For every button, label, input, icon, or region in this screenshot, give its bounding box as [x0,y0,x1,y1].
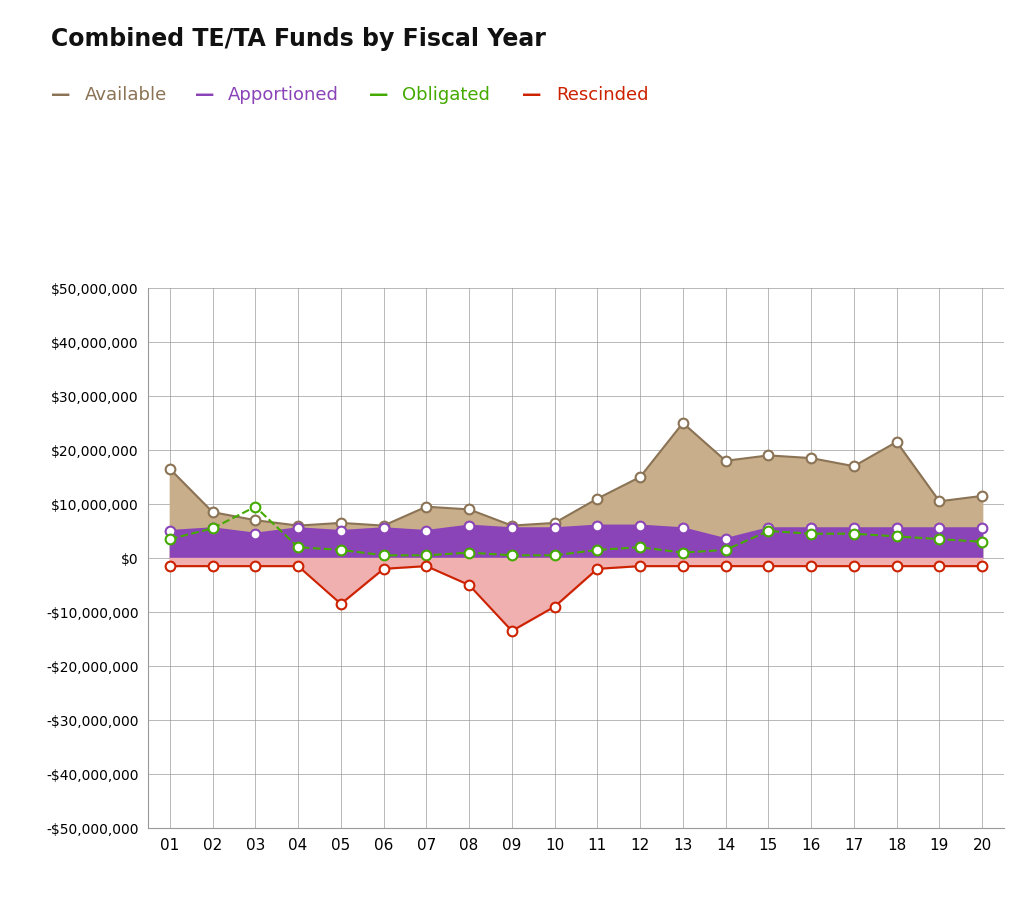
Apportioned [891,523,903,534]
Available [634,472,646,482]
Available [720,455,732,466]
Text: —: — [195,85,214,104]
Obligated [634,542,646,553]
Rescinded [378,563,390,574]
Available [591,493,603,504]
Obligated [848,528,860,539]
Rescinded [805,561,817,572]
Obligated [207,523,219,534]
Obligated [249,501,261,512]
Text: —: — [51,85,71,104]
Available [506,520,518,531]
Apportioned [848,523,860,534]
Obligated [420,550,432,561]
Rescinded [848,561,860,572]
Text: Obligated: Obligated [402,86,490,104]
Text: Rescinded: Rescinded [556,86,648,104]
Available [762,450,774,461]
Apportioned [677,523,689,534]
Rescinded [762,561,774,572]
Apportioned [591,520,603,531]
Available [976,491,988,501]
Text: —: — [369,85,388,104]
Obligated [805,528,817,539]
Obligated [164,534,176,544]
Obligated [677,547,689,558]
Apportioned [762,523,774,534]
Available [891,436,903,447]
Rescinded [164,561,176,572]
Rescinded [249,561,261,572]
Available [292,520,304,531]
Available [848,461,860,472]
Obligated [506,550,518,561]
Available [463,504,475,515]
Rescinded [207,561,219,572]
Apportioned [207,523,219,534]
Obligated [933,534,945,544]
Apportioned [634,520,646,531]
Apportioned [164,526,176,536]
Obligated [891,531,903,542]
Obligated [292,542,304,553]
Line: Apportioned: Apportioned [165,521,987,544]
Available [164,464,176,474]
Obligated [591,544,603,555]
Apportioned [976,523,988,534]
Available [549,518,561,528]
Text: Available: Available [85,86,167,104]
Apportioned [420,526,432,536]
Line: Rescinded: Rescinded [165,562,987,635]
Obligated [549,550,561,561]
Rescinded [335,598,347,609]
Obligated [720,544,732,555]
Available [420,501,432,512]
Apportioned [933,523,945,534]
Rescinded [976,561,988,572]
Obligated [762,526,774,536]
Rescinded [420,561,432,572]
Available [677,418,689,428]
Rescinded [463,580,475,590]
Rescinded [891,561,903,572]
Apportioned [335,526,347,536]
Rescinded [549,601,561,612]
Line: Obligated: Obligated [165,502,987,560]
Rescinded [720,561,732,572]
Text: —: — [522,85,542,104]
Apportioned [249,528,261,539]
Text: Combined TE/TA Funds by Fiscal Year: Combined TE/TA Funds by Fiscal Year [51,27,546,51]
Rescinded [506,626,518,636]
Available [207,507,219,517]
Obligated [378,550,390,561]
Apportioned [720,534,732,544]
Apportioned [378,523,390,534]
Apportioned [549,523,561,534]
Obligated [335,544,347,555]
Apportioned [805,523,817,534]
Apportioned [292,523,304,534]
Apportioned [506,523,518,534]
Rescinded [634,561,646,572]
Line: Available: Available [165,418,987,530]
Obligated [463,547,475,558]
Available [335,518,347,528]
Text: Apportioned: Apportioned [228,86,339,104]
Obligated [976,536,988,547]
Available [805,453,817,464]
Rescinded [677,561,689,572]
Available [933,496,945,507]
Rescinded [292,561,304,572]
Rescinded [933,561,945,572]
Apportioned [463,520,475,531]
Available [378,520,390,531]
Rescinded [591,563,603,574]
Available [249,515,261,526]
